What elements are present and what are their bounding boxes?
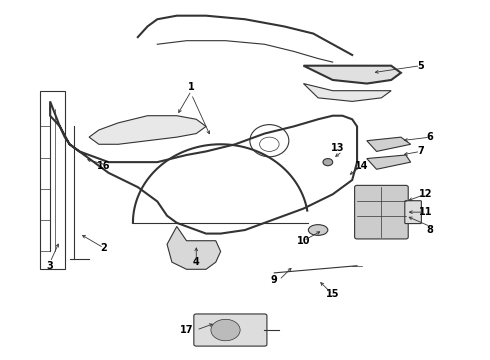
FancyBboxPatch shape <box>355 185 408 239</box>
Text: 14: 14 <box>355 161 368 171</box>
Polygon shape <box>303 84 391 102</box>
Text: 4: 4 <box>193 257 199 267</box>
Text: 1: 1 <box>188 82 195 92</box>
Text: 13: 13 <box>331 143 344 153</box>
Text: 16: 16 <box>97 161 110 171</box>
Text: 11: 11 <box>418 207 432 217</box>
FancyBboxPatch shape <box>405 201 421 224</box>
Polygon shape <box>167 226 220 269</box>
Polygon shape <box>367 137 411 152</box>
Polygon shape <box>367 155 411 169</box>
Text: 12: 12 <box>418 189 432 199</box>
Text: 6: 6 <box>427 132 434 142</box>
Text: 10: 10 <box>297 236 310 246</box>
Text: 2: 2 <box>100 243 107 253</box>
Ellipse shape <box>308 225 328 235</box>
Ellipse shape <box>211 319 240 341</box>
Polygon shape <box>89 116 206 144</box>
Text: 17: 17 <box>180 325 193 335</box>
Text: 3: 3 <box>47 261 53 271</box>
Text: 5: 5 <box>417 61 424 71</box>
Polygon shape <box>303 66 401 84</box>
Text: 8: 8 <box>427 225 434 235</box>
FancyBboxPatch shape <box>194 314 267 346</box>
Ellipse shape <box>323 158 333 166</box>
Text: 9: 9 <box>271 275 278 285</box>
Text: 15: 15 <box>326 289 340 299</box>
Text: 7: 7 <box>417 147 424 157</box>
